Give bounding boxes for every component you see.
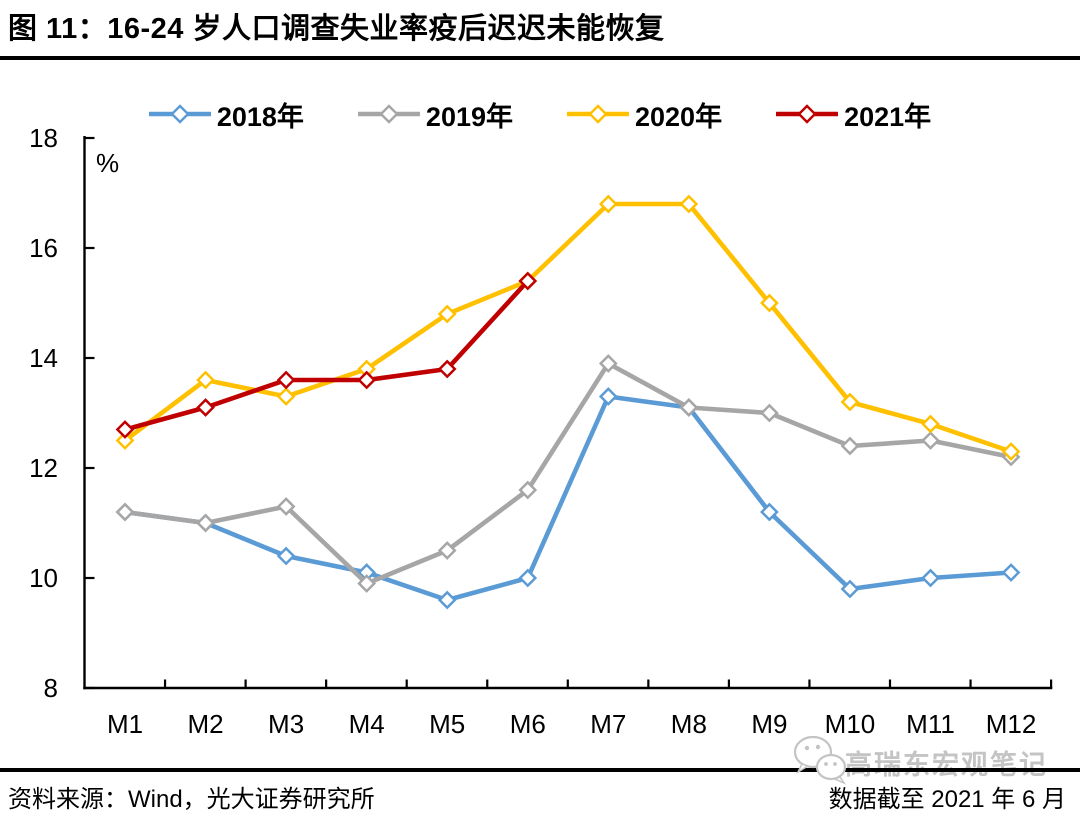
data-point-marker: [276, 387, 296, 406]
data-cutoff-note: 数据截至 2021 年 6 月: [828, 786, 1066, 813]
data-point-marker: [437, 359, 457, 379]
series-line-2018年: [122, 394, 1014, 603]
y-axis-unit-label: %: [96, 148, 119, 178]
data-point-marker: [518, 568, 538, 588]
chart-title: 图 11：16-24 岁人口调查失业率疫后迟迟未能恢复: [8, 13, 665, 45]
series-line-2020年: [122, 201, 1014, 454]
data-point-marker: [196, 513, 215, 533]
legend-item-2019年: 2019年: [357, 95, 513, 134]
y-tick-label: 14: [29, 343, 58, 373]
x-tick-label: M11: [906, 709, 955, 739]
data-point-marker: [679, 398, 699, 417]
data-point-marker: [760, 502, 779, 522]
source-note: 资料来源：Wind，光大证券研究所: [8, 786, 375, 813]
chart-legend: 2018年 2019年 2020年 2021年: [0, 96, 1080, 132]
data-point-marker: [196, 370, 215, 390]
data-point-marker: [679, 194, 699, 214]
data-point-marker: [598, 354, 618, 373]
data-point-marker: [276, 546, 296, 566]
y-tick-label: 12: [29, 453, 58, 483]
data-point-marker: [921, 568, 940, 588]
data-point-marker: [518, 480, 538, 500]
data-point-marker: [840, 579, 860, 599]
data-point-marker: [115, 502, 135, 522]
x-tick-label: M12: [986, 709, 1037, 739]
chart-canvas: 8 10 12 14 16 18 M1 M2 M3 M4 M5 M6 M7 M8 M9 M10 M11 M12%: [29, 123, 1053, 739]
legend-label: 2019年: [425, 101, 513, 132]
data-point-marker: [518, 271, 538, 291]
data-point-marker: [437, 304, 457, 324]
data-point-marker: [1001, 563, 1021, 582]
data-point-marker: [1001, 442, 1021, 461]
data-point-marker: [760, 403, 779, 423]
data-point-marker: [840, 392, 860, 412]
x-tick-label: M9: [751, 709, 787, 739]
legend-item-2020年: 2020年: [567, 95, 722, 134]
x-tick-label: M1: [107, 709, 143, 739]
legend-marker-icon: [357, 104, 420, 124]
data-point-marker: [115, 431, 135, 450]
x-tick-label: M2: [187, 709, 223, 739]
data-point-marker: [598, 194, 618, 214]
legend-label: 2021年: [844, 101, 932, 132]
data-point-marker: [921, 431, 940, 450]
data-point-marker: [760, 293, 779, 313]
x-tick-label: M4: [349, 709, 385, 739]
data-point-marker: [196, 398, 215, 417]
legend-label: 2018年: [216, 101, 304, 132]
legend-marker-icon: [148, 104, 211, 124]
legend-marker-icon: [567, 104, 629, 124]
series-line-2019年: [122, 361, 1014, 586]
watermark-text: 高瑞东宏观笔记: [845, 750, 1048, 780]
y-tick-label: 10: [29, 563, 58, 593]
series-line-2021年: [122, 278, 531, 432]
data-point-marker: [115, 420, 135, 439]
footer-divider: [0, 768, 1080, 772]
legend-item-2018年: 2018年: [148, 95, 304, 134]
data-point-marker: [921, 414, 940, 434]
legend-marker-icon: [776, 104, 839, 124]
x-tick-label: M3: [268, 709, 304, 739]
data-point-marker: [276, 497, 296, 516]
x-tick-label: M7: [590, 709, 626, 739]
y-tick-label: 16: [29, 233, 58, 263]
data-point-marker: [357, 370, 377, 390]
wechat-icon: [793, 735, 847, 785]
x-tick-label: M5: [429, 709, 465, 739]
data-point-marker: [598, 387, 618, 406]
data-point-marker: [437, 590, 457, 610]
y-tick-label: 8: [44, 673, 58, 703]
data-point-marker: [840, 436, 860, 456]
data-point-marker: [357, 574, 377, 593]
x-tick-label: M6: [510, 709, 546, 739]
x-tick-label: M10: [825, 709, 876, 739]
legend-item-2021年: 2021年: [776, 95, 931, 134]
data-point-marker: [437, 541, 457, 560]
x-tick-label: M8: [671, 709, 707, 739]
legend-label: 2020年: [635, 101, 723, 132]
y-tick-label: 18: [29, 123, 58, 153]
title-divider: [0, 56, 1080, 60]
data-point-marker: [276, 370, 296, 390]
